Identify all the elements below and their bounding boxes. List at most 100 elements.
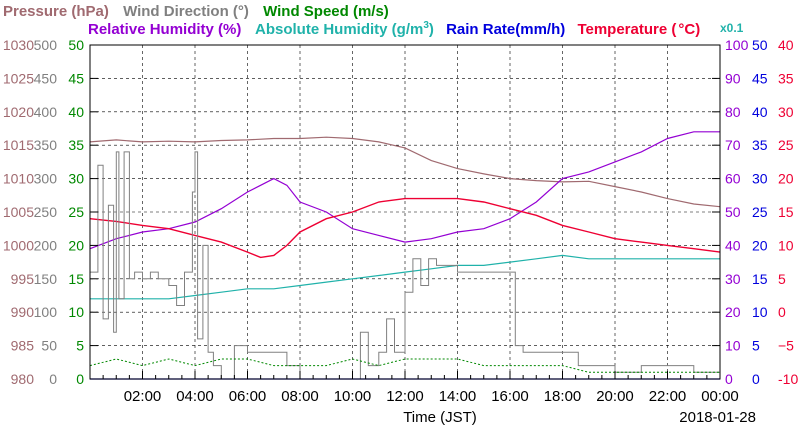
y-tick-label-pressure: 995 [11,271,35,287]
x-tick-label: 10:00 [334,388,372,405]
y-tick-label-pressure: 1005 [3,204,34,220]
series-wind-speed [89,358,720,373]
y-tick-label-temp: -10 [778,371,798,387]
y-tick-label-rh: 80 [725,104,741,120]
legend-temperature: Temperature ( [577,21,676,38]
y-tick-label-rain: 50 [752,37,768,53]
y-tick-label-rh: 70 [725,137,741,153]
y-tick-label-pressure: 1020 [3,104,34,120]
legend-absolute-humidity: Absolute Humidity (g/m [255,21,423,38]
y-tick-label-rain: 40 [752,104,768,120]
x-tick-label: 14:00 [439,388,477,405]
y-tick-label-rh: 20 [725,304,741,320]
y-tick-label-pressure: 1000 [3,237,34,253]
y-tick-label-wind-speed: 45 [68,70,84,86]
series-temp [89,197,721,259]
y-tick-label-pressure: 980 [11,371,35,387]
y-tick-label-pressure: 990 [11,304,35,320]
y-tick-label-rh: 0 [725,371,733,387]
y-tick-label-rh: 10 [725,338,741,354]
y-tick-label-rain: 0 [752,371,760,387]
legend-absolute-humidity-sup: 3 [423,20,429,31]
legend-rain-rate: Rain Rate(mm/h) [446,21,565,38]
series-rh [89,131,720,250]
y-tick-label-rain: 45 [752,70,768,86]
y-tick-label-wind-dir: 200 [34,237,58,253]
svg-text:Relative Humidity (%) Ab: Relative Humidity (%) Absolute Humidity … [88,20,700,38]
y-tick-label-rh: 40 [725,237,741,253]
x-axis-title: Time (JST) [403,409,477,426]
y-tick-label-wind-dir: 50 [41,338,57,354]
y-tick-label-rh: 90 [725,70,741,86]
legend-wind-speed: Wind Speed (m/s) [263,3,389,20]
legend-wind-direction: Wind Direction (°) [123,3,249,20]
x-tick-label: 18:00 [544,388,582,405]
y-tick-label-wind-speed: 40 [68,104,84,120]
legend-pressure: Pressure (hPa) [3,3,109,20]
legend-relative-humidity: Relative Humidity (%) [88,21,241,38]
y-tick-label-rh: 30 [725,271,741,287]
y-tick-label-temp: 10 [778,237,794,253]
y-tick-label-rain: 35 [752,137,768,153]
y-tick-label-wind-speed: 5 [76,338,84,354]
legend-temperature-end: ) [695,21,700,38]
series-abs-hum [90,254,720,300]
y-tick-label-rain: 5 [752,338,760,354]
y-tick-label-wind-speed: 30 [68,171,84,187]
y-tick-label-temp: 35 [778,70,794,86]
x-tick-label: 04:00 [176,388,214,405]
x-tick-label: 20:00 [596,388,634,405]
y-tick-label-wind-speed: 10 [68,304,84,320]
y-tick-label-rh: 60 [725,171,741,187]
y-tick-label-temp: 15 [778,204,794,220]
x-tick-label: 06:00 [229,388,267,405]
chart-date: 2018-01-28 [679,409,756,426]
y-tick-label-wind-speed: 20 [68,237,84,253]
y-tick-label-rain: 30 [752,171,768,187]
y-tick-label-wind-dir: 250 [34,204,58,220]
legend-absolute-humidity-end: ) [429,21,434,38]
y-tick-label-wind-speed: 25 [68,204,84,220]
legend-temperature-unit: °C [678,21,695,38]
y-tick-label-rain: 20 [752,237,768,253]
grid [90,45,720,379]
y-tick-label-wind-dir: 500 [34,37,58,53]
y-tick-label-wind-dir: 350 [34,137,58,153]
y-tick-label-wind-speed: 0 [76,371,84,387]
y-tick-label-pressure: 1015 [3,137,34,153]
series-pressure [89,136,721,208]
y-tick-label-pressure: 1010 [3,171,34,187]
y-tick-label-rh: 50 [725,204,741,220]
axis-labels: 02:00 04:00 06:00 08:00 10:00 12:00 14:00 16:00… [3,37,799,405]
y-tick-label-temp: 5 [778,271,786,287]
x-tick-label: 00:00 [701,388,739,405]
y-tick-label-pressure: 1030 [3,37,34,53]
y-tick-label-temp: 20 [778,171,794,187]
svg-text:Pressure (hPa) Wind Dire: Pressure (hPa) Wind Direction (°) Wind S… [3,3,389,20]
y-tick-label-temp: −5 [778,338,794,354]
y-tick-label-temp: 25 [778,137,794,153]
y-tick-label-rh: 100 [725,37,749,53]
abs-humidity-scale-note: x0.1 [720,21,744,35]
y-tick-label-rain: 25 [752,204,768,220]
y-tick-label-wind-speed: 15 [68,271,84,287]
y-tick-label-rain: 15 [752,271,768,287]
y-tick-label-wind-dir: 300 [34,171,58,187]
x-tick-label: 16:00 [491,388,529,405]
y-tick-label-temp: 30 [778,104,794,120]
x-tick-label: 02:00 [124,388,162,405]
y-tick-label-temp: 40 [778,37,794,53]
y-tick-label-rain: 10 [752,304,768,320]
y-tick-label-wind-dir: 100 [34,304,58,320]
x-tick-label: 22:00 [649,388,687,405]
y-tick-label-wind-dir: 450 [34,70,58,86]
x-tick-label: 12:00 [386,388,424,405]
y-tick-label-pressure: 985 [11,338,35,354]
y-tick-label-wind-dir: 0 [49,371,57,387]
y-tick-label-wind-speed: 50 [68,37,84,53]
legend: Pressure (hPa) Wind Direction (°) Wind S… [3,3,744,38]
y-tick-label-wind-speed: 35 [68,137,84,153]
x-tick-label: 08:00 [281,388,319,405]
y-tick-label-wind-dir: 400 [34,104,58,120]
